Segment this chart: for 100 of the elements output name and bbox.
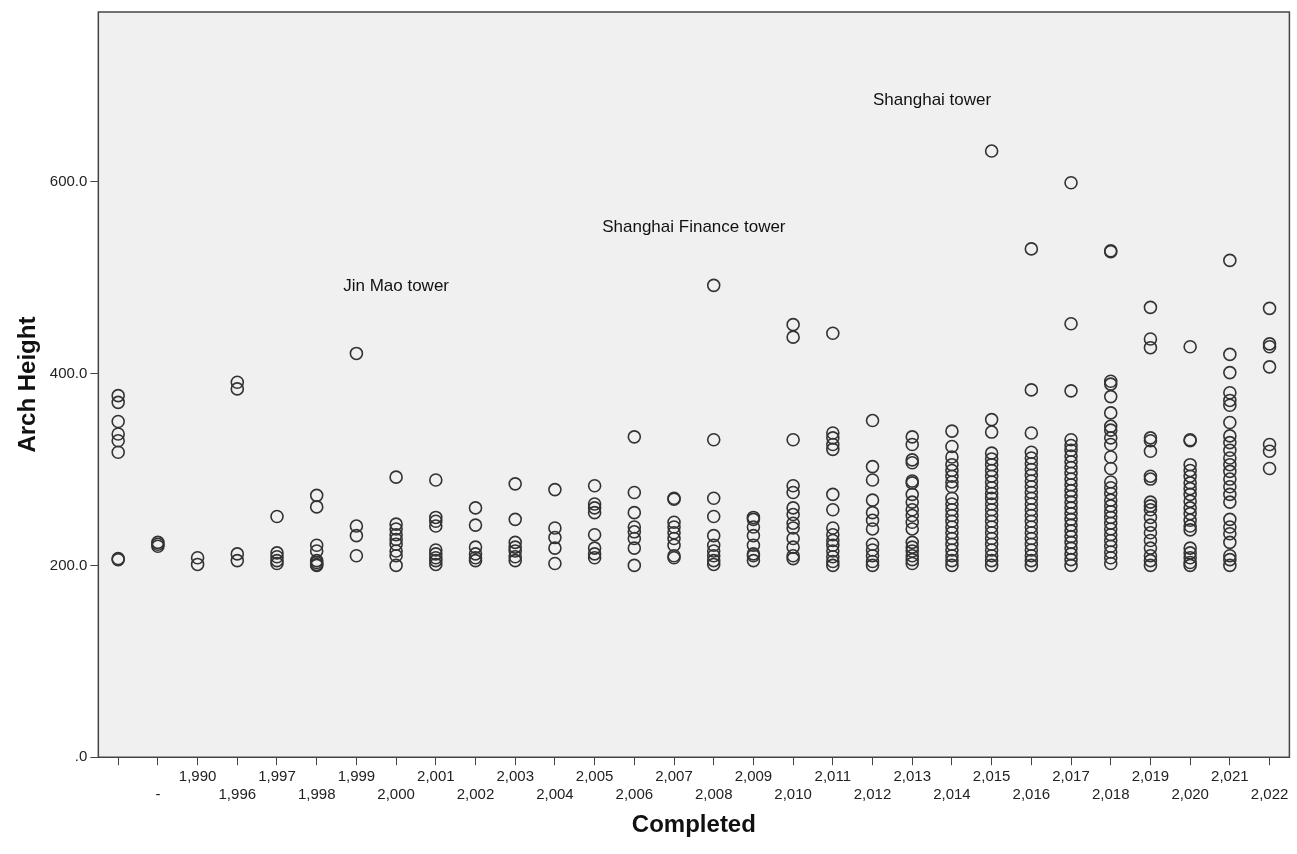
point (1064, 449, 1078, 463)
point (1223, 472, 1237, 486)
point (508, 553, 523, 568)
point (548, 521, 562, 535)
point (865, 473, 880, 487)
point (1103, 475, 1118, 489)
point (1024, 548, 1039, 563)
point (1064, 438, 1078, 453)
point (429, 557, 443, 572)
point (1223, 398, 1237, 413)
point (786, 507, 800, 522)
point (945, 457, 959, 472)
point (1143, 553, 1158, 568)
point (468, 518, 483, 532)
point (945, 543, 959, 557)
point (945, 475, 959, 489)
point (945, 450, 959, 464)
point (1024, 537, 1039, 552)
point (984, 558, 999, 573)
point (826, 533, 840, 548)
point (1103, 493, 1118, 507)
x-tick-label: 2,000 (377, 785, 415, 803)
point (548, 530, 562, 545)
point (1024, 491, 1039, 506)
point (984, 486, 999, 501)
point (706, 544, 721, 558)
point (826, 549, 840, 564)
point (984, 475, 999, 489)
point (111, 388, 125, 403)
x-axis-title: Completed (631, 810, 756, 838)
x-tick-label: 2,020 (1171, 785, 1209, 803)
point (1262, 301, 1277, 316)
point (1223, 393, 1237, 408)
x-tick-label: 2,007 (655, 767, 693, 785)
point (945, 525, 959, 540)
point (389, 537, 403, 552)
point (1064, 175, 1078, 190)
point (1024, 456, 1039, 471)
y-tick-label: 200.0 (49, 555, 88, 573)
point (826, 442, 840, 457)
point (111, 414, 125, 429)
point (1103, 437, 1118, 452)
point (786, 485, 800, 500)
point (1143, 300, 1158, 315)
point (865, 537, 880, 552)
point (587, 505, 602, 520)
point (786, 501, 800, 515)
point (1024, 462, 1039, 477)
point (1103, 539, 1118, 553)
point (1103, 516, 1118, 530)
point (1183, 546, 1197, 560)
point (984, 502, 999, 517)
point (270, 546, 284, 560)
point (1103, 527, 1118, 542)
point (865, 554, 880, 569)
point (429, 519, 443, 533)
point (826, 502, 840, 517)
x-tick-label: 2,016 (1012, 785, 1051, 803)
point (667, 515, 681, 530)
point (905, 502, 920, 517)
point (1024, 242, 1039, 256)
point (905, 515, 920, 530)
point (1103, 450, 1118, 464)
point (984, 553, 999, 568)
point (309, 544, 324, 558)
point (1223, 253, 1237, 268)
point (945, 491, 959, 506)
point (111, 445, 125, 460)
point (945, 531, 959, 546)
annotation: Shanghai Finance tower (602, 216, 786, 236)
point (945, 502, 959, 517)
x-tick-label: 1,990 (178, 767, 217, 785)
point (508, 477, 523, 491)
point (984, 531, 999, 546)
point (230, 382, 245, 396)
point (1103, 423, 1118, 437)
point (706, 528, 721, 543)
point (984, 469, 999, 483)
point (865, 548, 880, 563)
x-tick-label: 1,999 (337, 767, 376, 785)
x-tick-label: 2,004 (536, 785, 574, 803)
point (349, 548, 364, 563)
point (1024, 543, 1039, 557)
point (1024, 485, 1039, 500)
point (826, 527, 840, 542)
point (1223, 535, 1237, 550)
point (1024, 451, 1039, 465)
point (1064, 316, 1078, 331)
point (1143, 502, 1158, 517)
point (1064, 384, 1078, 398)
point (111, 433, 125, 448)
point (905, 430, 920, 444)
x-tick-label: 2,010 (774, 785, 812, 803)
point (1183, 494, 1197, 508)
point (508, 540, 523, 554)
point (1262, 461, 1277, 476)
point (429, 473, 443, 487)
point (1223, 347, 1237, 362)
point (1024, 426, 1039, 440)
x-tick-label: 2,014 (933, 785, 971, 803)
